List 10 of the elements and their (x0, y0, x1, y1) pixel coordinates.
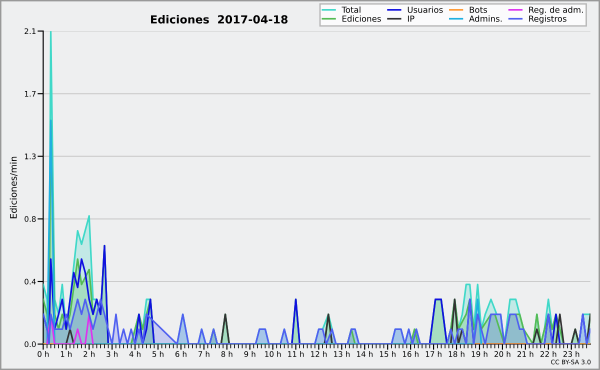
y-axis-title: Ediciones/min (10, 156, 18, 218)
legend-label: Ediciones (342, 15, 381, 22)
legend-label: Total (342, 6, 360, 13)
legend-label: Bots (470, 6, 488, 13)
chart-title: Ediciones 2017-04-18 (151, 14, 288, 24)
legend-label: IP (408, 16, 414, 22)
legend-label: Admins. (469, 15, 502, 22)
legend-label: Reg. de adm. (529, 6, 583, 15)
legend-label: Registros (529, 15, 566, 24)
legend-label: Usuarios (408, 6, 443, 13)
